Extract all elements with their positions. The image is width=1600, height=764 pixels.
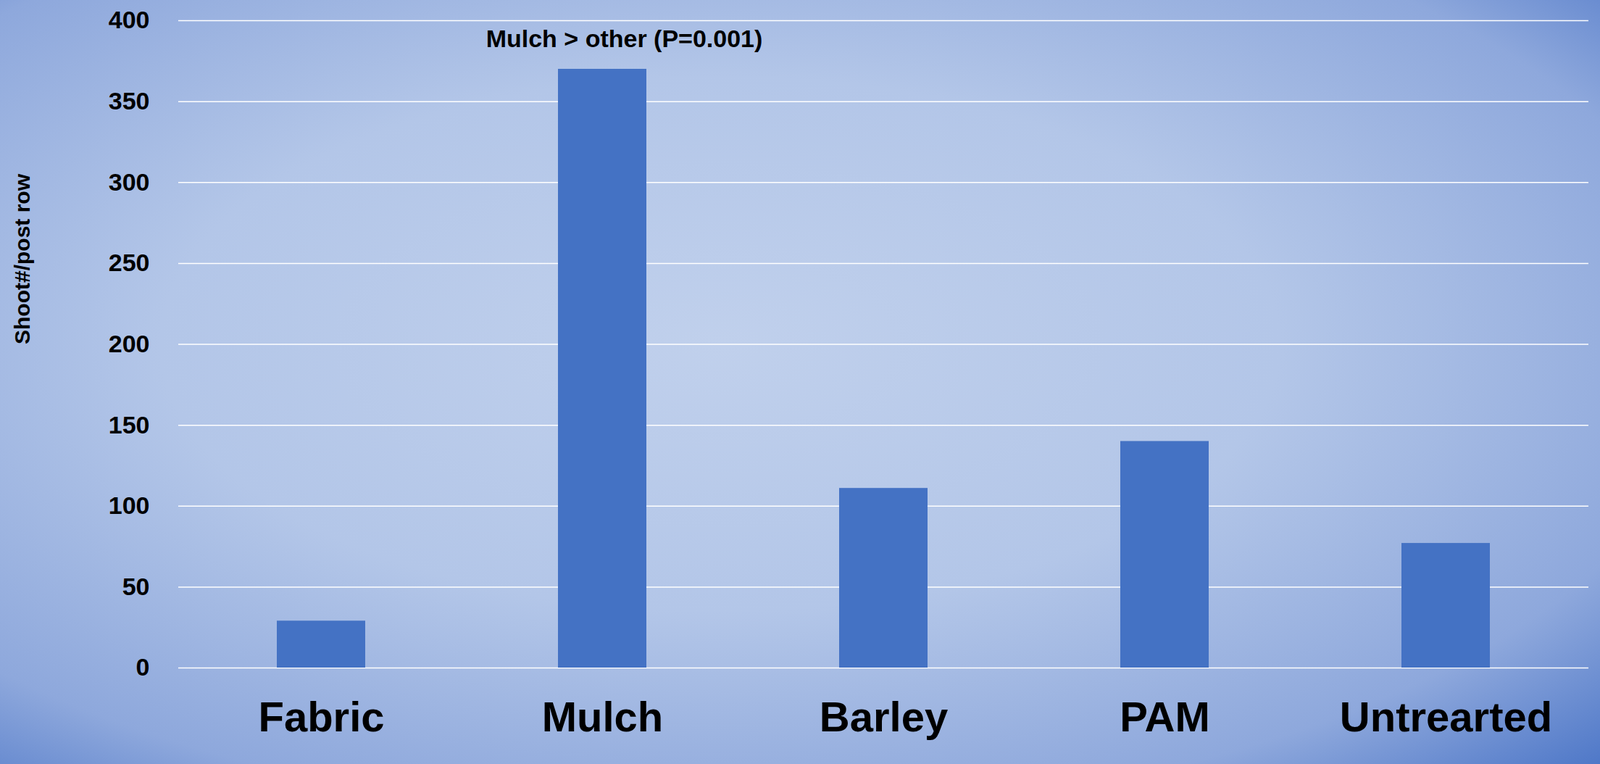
svg-text:0: 0 xyxy=(136,652,150,681)
svg-text:150: 150 xyxy=(108,410,150,439)
svg-text:250: 250 xyxy=(108,248,150,277)
svg-text:Untrearted: Untrearted xyxy=(1339,692,1553,740)
svg-text:Mulch: Mulch xyxy=(542,692,664,740)
svg-text:Fabric: Fabric xyxy=(257,692,385,740)
svg-text:Shoot#/post row: Shoot#/post row xyxy=(10,173,35,345)
svg-text:350: 350 xyxy=(108,86,150,115)
svg-text:100: 100 xyxy=(108,491,150,519)
svg-text:200: 200 xyxy=(108,329,150,358)
svg-text:400: 400 xyxy=(108,5,150,34)
svg-text:PAM: PAM xyxy=(1119,692,1211,740)
svg-text:Mulch > other (P=0.001): Mulch > other (P=0.001) xyxy=(486,24,764,53)
svg-text:300: 300 xyxy=(108,168,150,196)
svg-text:Barley: Barley xyxy=(819,692,948,740)
svg-text:50: 50 xyxy=(122,572,150,600)
